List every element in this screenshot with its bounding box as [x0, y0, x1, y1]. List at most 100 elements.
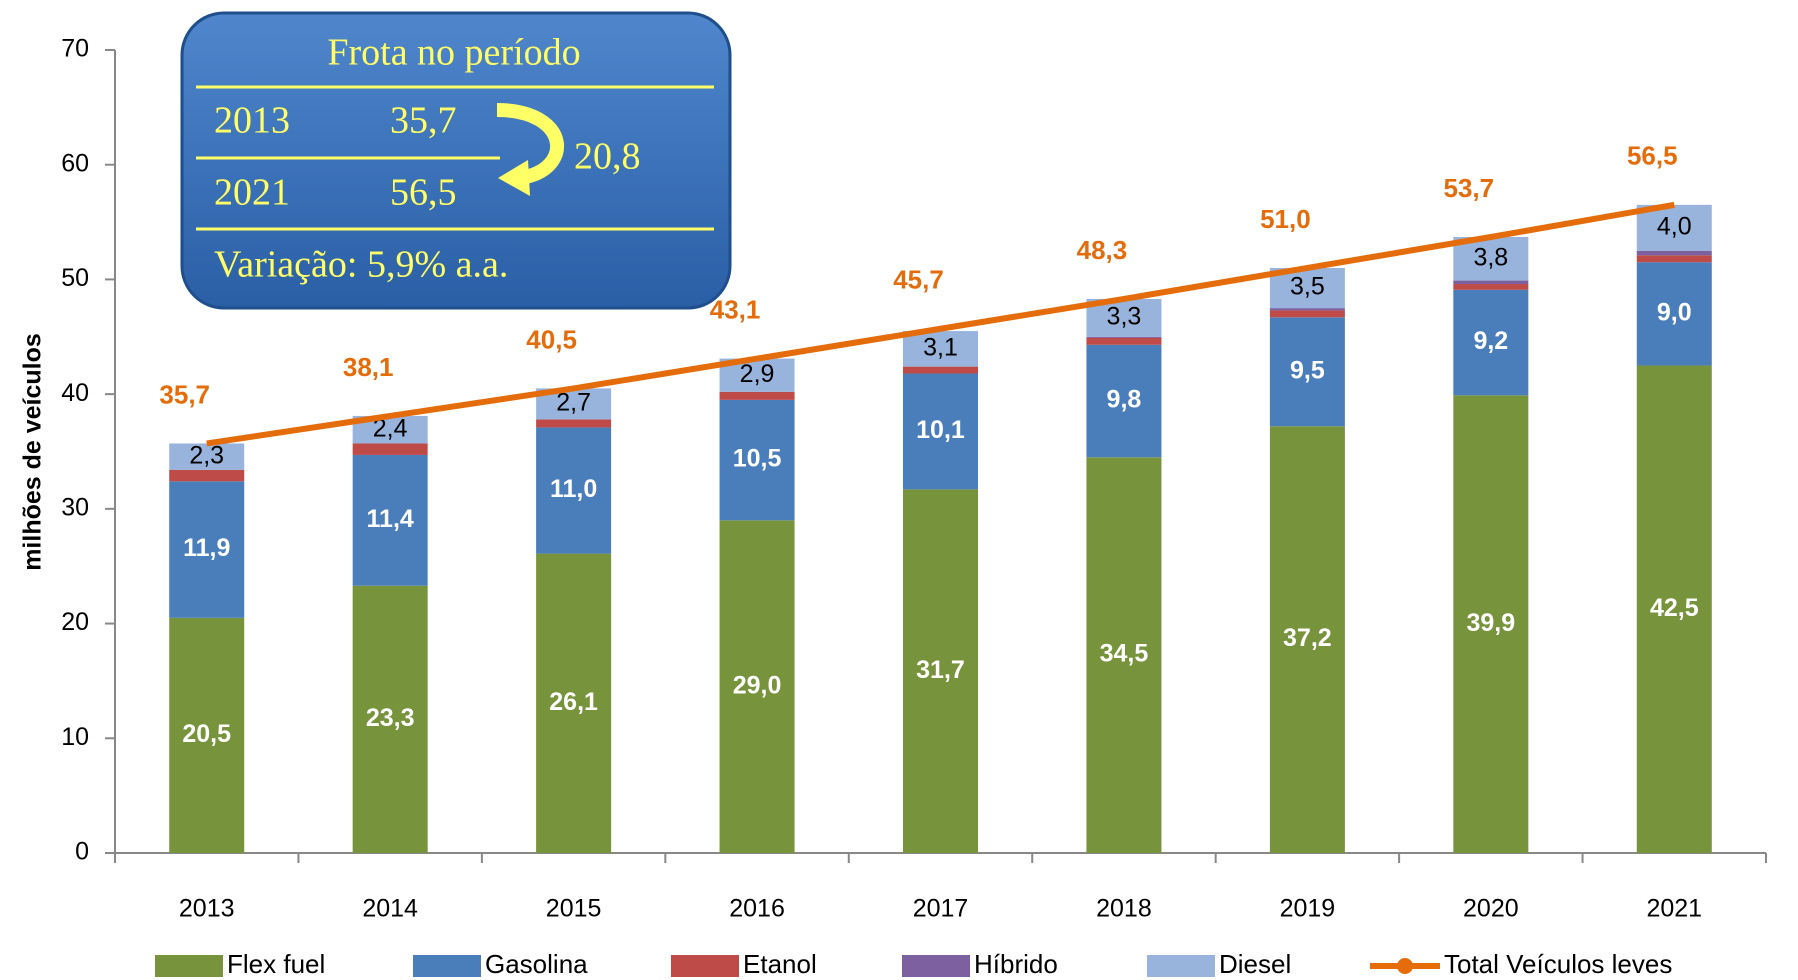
data-label: 20,5 — [182, 720, 231, 748]
bar-segment — [1269, 310, 1345, 318]
bar-segment — [352, 454, 428, 586]
y-tick-label: 30 — [61, 493, 89, 521]
x-tick-label: 2019 — [1280, 895, 1336, 923]
bar-segment — [536, 427, 612, 554]
bar-segment — [1086, 457, 1162, 853]
bar-segment — [1636, 365, 1712, 853]
x-tick-label: 2017 — [913, 895, 969, 923]
legend-label: Flex fuel — [227, 949, 325, 979]
bar-segment — [352, 585, 428, 853]
info-value: 35,7 — [390, 100, 457, 142]
x-tick-label: 2021 — [1646, 895, 1702, 923]
y-tick-label: 60 — [61, 149, 89, 177]
bar-segment — [719, 520, 795, 853]
bar-segment — [1636, 262, 1712, 366]
x-tick-label: 2020 — [1463, 895, 1519, 923]
data-label: 9,5 — [1290, 356, 1325, 384]
info-title: Frota no período — [327, 32, 580, 74]
legend-swatch — [671, 955, 739, 977]
bar-segment — [169, 443, 245, 470]
data-label: 43,1 — [710, 294, 761, 324]
data-label: 3,3 — [1107, 302, 1142, 330]
data-label: 38,1 — [343, 352, 394, 382]
bar-segment — [719, 391, 795, 400]
y-tick-label: 20 — [61, 608, 89, 636]
data-label: 34,5 — [1100, 640, 1149, 668]
bar-segment — [536, 553, 612, 853]
data-label: 56,5 — [1627, 141, 1678, 171]
bar-segment — [1453, 289, 1529, 396]
y-tick-label: 70 — [61, 35, 89, 63]
bar-segment — [903, 373, 978, 490]
y-tick-label: 10 — [61, 723, 89, 751]
legend-swatch — [413, 955, 481, 977]
data-label: 45,7 — [893, 265, 944, 295]
bar-segment — [169, 617, 245, 853]
legend-swatch — [155, 955, 223, 977]
data-label: 9,8 — [1107, 386, 1142, 414]
data-label: 9,0 — [1657, 298, 1692, 326]
data-label: 11,9 — [183, 534, 230, 562]
bar-segment — [1636, 204, 1712, 251]
data-label: 4,0 — [1657, 212, 1692, 240]
info-year: 2021 — [214, 172, 290, 214]
arrow-head — [498, 160, 530, 196]
data-label: 39,9 — [1466, 609, 1515, 637]
data-label: 2,3 — [189, 441, 224, 469]
bar-segment — [903, 331, 978, 367]
bar-segment — [352, 443, 428, 455]
data-label: 3,1 — [923, 333, 958, 361]
x-tick-label: 2014 — [362, 895, 418, 923]
legend-label: Etanol — [743, 949, 817, 979]
bar-segment — [1453, 395, 1529, 853]
bar-segment — [1453, 284, 1529, 290]
y-tick-label: 0 — [75, 838, 89, 866]
bar-segment — [903, 366, 978, 374]
data-label: 10,1 — [916, 416, 965, 444]
bar-segment — [1269, 426, 1345, 853]
bar-segment — [1086, 337, 1162, 345]
bar-segment — [1269, 317, 1345, 427]
x-tick-label: 2016 — [729, 895, 785, 923]
legend-label: Híbrido — [974, 949, 1058, 979]
y-tick-label: 40 — [61, 379, 89, 407]
y-tick-label: 50 — [61, 264, 89, 292]
data-label: 2,9 — [740, 360, 775, 388]
info-year: 2013 — [214, 100, 290, 142]
x-tick-label: 2015 — [546, 895, 602, 923]
y-axis-label: milhões de veículos — [19, 333, 47, 571]
data-label: 48,3 — [1077, 235, 1128, 265]
data-label: 51,0 — [1260, 204, 1311, 234]
legend-swatch — [902, 955, 970, 977]
bar-segment — [1086, 344, 1162, 458]
legend-label: Total Veículos leves — [1444, 949, 1672, 979]
data-label: 3,8 — [1473, 243, 1508, 271]
x-tick-label: 2018 — [1096, 895, 1152, 923]
data-label: 42,5 — [1650, 594, 1699, 622]
legend-label: Diesel — [1219, 949, 1291, 979]
data-label: 53,7 — [1444, 173, 1495, 203]
bar-segment — [169, 481, 245, 618]
data-label: 26,1 — [549, 688, 598, 716]
info-box: Frota no período 2013 35,7 2021 56,5 20,… — [180, 11, 732, 310]
data-label: 37,2 — [1283, 624, 1332, 652]
x-tick-label: 2013 — [179, 895, 235, 923]
bar-segment — [1453, 236, 1529, 281]
legend-label: Gasolina — [485, 949, 588, 979]
data-label: 10,5 — [733, 445, 782, 473]
bar-segment — [1636, 250, 1712, 256]
line — [206, 201, 1675, 447]
bar-segment — [169, 469, 245, 482]
bar-segment — [1453, 280, 1529, 285]
bar-segment — [719, 399, 795, 521]
legend-swatch — [1147, 955, 1215, 977]
bar-segment — [1269, 308, 1345, 311]
bar-segment — [1086, 336, 1162, 338]
arrow — [496, 103, 565, 185]
info-value: 56,5 — [390, 172, 457, 214]
legend-marker — [1397, 958, 1413, 974]
data-label: 29,0 — [733, 671, 782, 699]
data-label: 23,3 — [366, 704, 415, 732]
data-label: 9,2 — [1473, 327, 1508, 355]
